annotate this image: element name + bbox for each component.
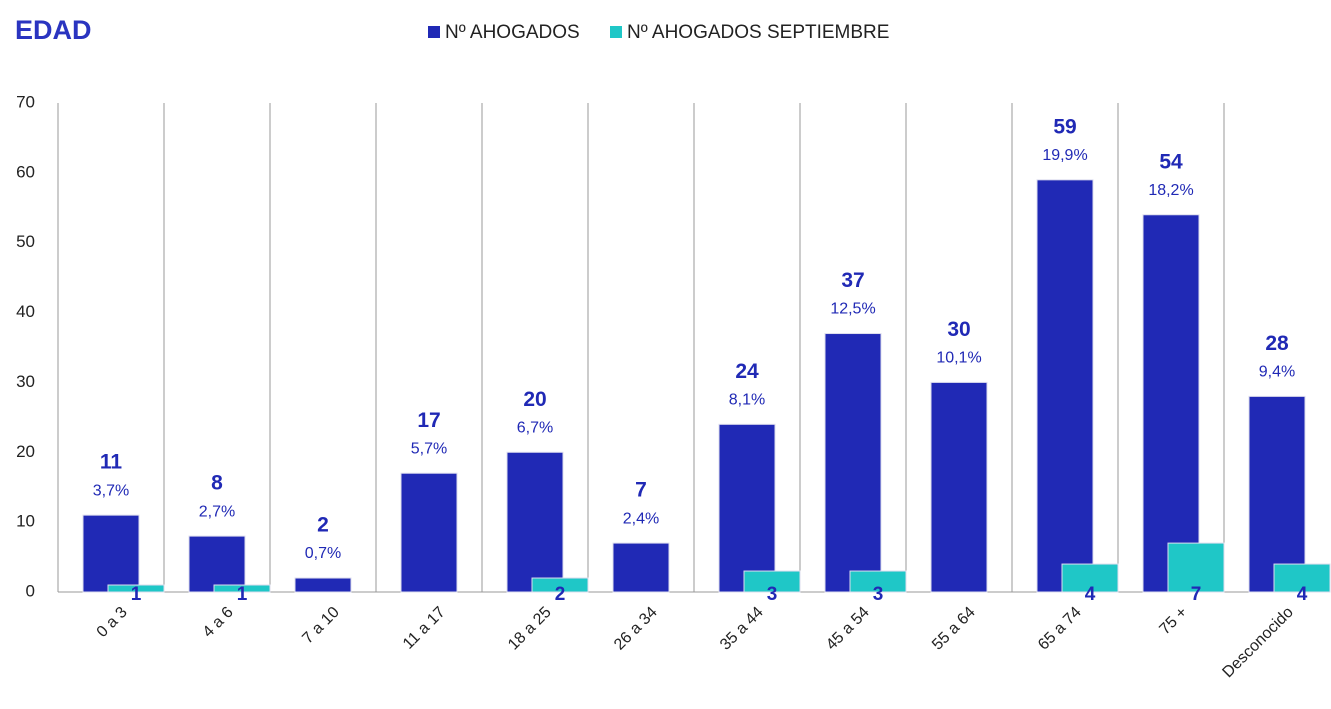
percent-label: 6,7% (517, 420, 553, 437)
value-label: 54 (1159, 150, 1183, 173)
bar (849, 570, 907, 593)
bar (506, 451, 564, 593)
bar (1248, 395, 1306, 593)
percent-label: 9,4% (1259, 364, 1295, 381)
value-label: 4 (1297, 584, 1308, 605)
bar (1036, 179, 1094, 593)
value-label: 17 (417, 409, 440, 432)
bar (188, 535, 246, 593)
value-label: 28 (1265, 332, 1289, 355)
percent-label: 10,1% (936, 350, 981, 367)
value-label: 2 (555, 584, 566, 605)
y-tick-label: 30 (16, 372, 35, 391)
bar (1273, 563, 1331, 593)
y-tick-label: 20 (16, 442, 35, 461)
value-label: 59 (1053, 115, 1076, 138)
bar (1167, 542, 1225, 593)
percent-label: 5,7% (411, 440, 447, 457)
percent-label: 2,7% (199, 503, 235, 520)
percent-label: 3,7% (93, 482, 129, 499)
value-label: 37 (841, 269, 864, 292)
legend-swatch (610, 26, 622, 38)
bar (400, 472, 458, 593)
bar (213, 584, 271, 593)
value-label: 1 (237, 584, 248, 605)
value-label: 30 (947, 318, 970, 341)
y-tick-label: 10 (16, 512, 35, 531)
x-tick-label: Desconocido (1219, 604, 1297, 682)
bar (743, 570, 801, 593)
value-label: 7 (1191, 584, 1202, 605)
value-label: 3 (873, 584, 884, 605)
bar (107, 584, 165, 593)
x-tick-label: 4 a 6 (200, 604, 237, 641)
legend-label: Nº AHOGADOS (445, 22, 580, 43)
bar (82, 514, 140, 593)
percent-label: 19,9% (1042, 147, 1087, 164)
y-tick-label: 50 (16, 232, 35, 251)
bar (1142, 214, 1200, 593)
value-label: 24 (735, 360, 759, 383)
x-tick-label: 11 a 17 (400, 604, 449, 653)
x-tick-label: 18 a 25 (505, 604, 555, 654)
x-tick-label: 65 a 74 (1035, 604, 1085, 654)
y-tick-label: 70 (16, 92, 35, 111)
percent-label: 12,5% (830, 301, 875, 318)
chart-title: EDAD (15, 15, 92, 45)
value-label: 4 (1085, 584, 1096, 605)
bar (1061, 563, 1119, 593)
percent-label: 18,2% (1148, 182, 1193, 199)
y-tick-label: 60 (16, 162, 35, 181)
value-label: 1 (131, 584, 142, 605)
value-label: 8 (211, 472, 223, 495)
x-tick-label: 0 a 3 (94, 604, 131, 641)
bar (612, 542, 670, 593)
bar (930, 381, 988, 593)
value-label: 20 (523, 388, 546, 411)
percent-label: 8,1% (729, 392, 765, 409)
y-tick-label: 40 (16, 302, 35, 321)
value-label: 7 (635, 479, 647, 502)
percent-label: 2,4% (623, 510, 659, 527)
x-tick-label: 75 + (1156, 604, 1190, 638)
value-label: 11 (100, 451, 123, 474)
y-tick-label: 0 (26, 581, 35, 600)
value-label: 2 (317, 514, 329, 537)
x-tick-label: 26 a 34 (611, 604, 661, 654)
bar (531, 577, 589, 593)
x-tick-label: 45 a 54 (823, 604, 873, 654)
legend-label: Nº AHOGADOS SEPTIEMBRE (627, 22, 889, 43)
x-tick-label: 7 a 10 (299, 604, 343, 648)
value-label: 3 (767, 584, 778, 605)
x-tick-label: 55 a 64 (929, 604, 979, 654)
bar (718, 423, 776, 593)
bar (294, 577, 352, 593)
x-tick-label: 35 a 44 (717, 604, 767, 654)
bar (824, 333, 882, 593)
percent-label: 0,7% (305, 545, 341, 562)
legend-swatch (428, 26, 440, 38)
